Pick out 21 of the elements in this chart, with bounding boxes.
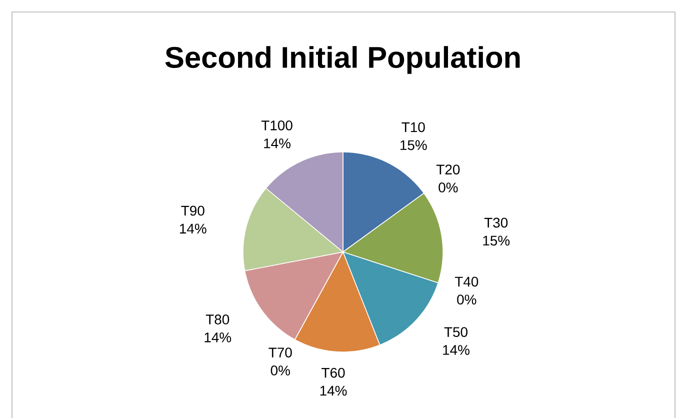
data-label: 14% — [264, 138, 290, 148]
category-label: T20 — [436, 164, 460, 174]
data-label: 14% — [180, 224, 206, 234]
category-label: T40 — [454, 276, 478, 286]
data-label: 14% — [443, 344, 470, 355]
slice-label: T90 — [181, 206, 204, 216]
slice-label: T10 — [402, 122, 425, 132]
category-label: T70 — [268, 347, 292, 358]
slice-label: T30 — [484, 218, 508, 228]
chart-title: Second Initial Population — [165, 46, 520, 74]
text: 0% — [457, 294, 476, 304]
slice-label: T80 — [206, 314, 230, 324]
slice-label: T100 — [261, 120, 292, 130]
slice-label: T50 — [444, 326, 468, 337]
text: 0% — [438, 182, 458, 192]
slice-label: T60 — [322, 368, 345, 378]
data-label: 15% — [400, 140, 427, 150]
data-label: 15% — [483, 236, 510, 246]
data-label: 14% — [320, 386, 347, 396]
data-label: 14% — [204, 332, 232, 342]
text: 0% — [270, 365, 290, 376]
